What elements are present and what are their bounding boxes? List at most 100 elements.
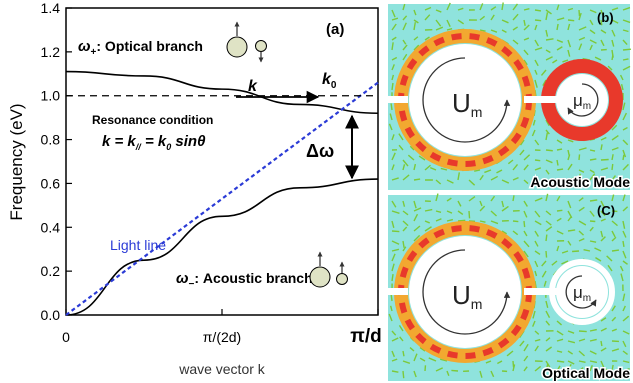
- field-arrow: [402, 159, 409, 167]
- field-arrow: [457, 200, 462, 207]
- field-arrow: [578, 36, 586, 41]
- field-arrow: [600, 179, 604, 187]
- field-arrow: [611, 230, 616, 238]
- field-arrow: [523, 37, 530, 41]
- field-arrow: [512, 163, 519, 171]
- field-arrow: [545, 337, 551, 342]
- field-arrow: [391, 248, 400, 252]
- field-arrow: [611, 134, 619, 141]
- field-arrow: [551, 260, 558, 266]
- field-arrow: [589, 149, 596, 152]
- field-arrow: [446, 197, 452, 202]
- field-arrow: [506, 350, 514, 357]
- field-arrow: [611, 124, 618, 131]
- field-arrow: [391, 220, 395, 228]
- field-arrow: [622, 6, 631, 11]
- field-arrow: [578, 169, 585, 173]
- small-sub-b: m: [583, 101, 591, 112]
- y-tick-label: 0.0: [41, 307, 61, 323]
- field-arrow: [424, 14, 431, 21]
- field-arrow: [523, 220, 526, 228]
- field-arrow: [519, 139, 525, 146]
- field-arrow: [391, 152, 396, 161]
- field-arrow: [622, 293, 626, 302]
- field-arrow: [578, 330, 587, 333]
- field-arrow: [534, 230, 539, 237]
- field-arrow: [622, 250, 627, 259]
- field-arrow: [402, 164, 406, 171]
- small-rotation-arrow-b: [567, 83, 599, 117]
- field-arrow: [545, 49, 551, 54]
- field-arrow: [622, 179, 626, 186]
- field-arrow: [512, 13, 519, 21]
- resonance-title: Resonance condition: [92, 113, 213, 127]
- field-arrow: [402, 350, 405, 357]
- field-arrow: [545, 226, 553, 232]
- field-arrow: [578, 237, 585, 242]
- field-arrow: [391, 17, 399, 21]
- field-arrow: [589, 365, 593, 372]
- field-arrow: [589, 9, 597, 14]
- field-arrow: [578, 338, 586, 342]
- field-arrow: [620, 273, 624, 282]
- x-axis-label: wave vector k: [178, 361, 266, 377]
- field-arrow: [468, 179, 476, 186]
- field-arrow: [479, 205, 486, 212]
- field-arrow: [402, 226, 408, 232]
- field-arrow: [531, 129, 536, 137]
- eq-part-a: k = k: [102, 133, 136, 150]
- big-sub-c: m: [471, 296, 483, 312]
- field-arrow: [512, 220, 519, 223]
- field-arrow: [556, 350, 563, 353]
- field-arrow: [622, 154, 625, 161]
- field-arrow: [589, 360, 598, 364]
- field-arrow: [556, 139, 563, 144]
- field-arrow: [545, 300, 549, 309]
- plot-frame: [65, 7, 379, 316]
- small-mu-c: μ: [573, 283, 583, 302]
- field-arrow: [556, 46, 563, 51]
- field-arrow: [545, 210, 552, 216]
- field-arrow: [534, 270, 538, 277]
- field-arrow: [542, 79, 547, 86]
- big-sub-b: m: [471, 104, 483, 120]
- field-arrow: [391, 350, 396, 358]
- field-arrow: [543, 280, 547, 287]
- field-arrow: [479, 29, 486, 32]
- field-arrow: [457, 210, 464, 215]
- field-arrow: [391, 230, 400, 233]
- field-arrow: [622, 260, 628, 265]
- field-arrow: [622, 29, 629, 33]
- field-arrow: [490, 210, 498, 217]
- field-arrow: [622, 220, 626, 229]
- y-axis-label: Frequency (eV): [7, 103, 26, 220]
- field-arrow: [523, 59, 528, 66]
- field-arrow: [501, 205, 509, 212]
- field-arrow: [534, 9, 542, 12]
- panel-b-label: (b): [597, 10, 614, 25]
- field-arrow: [600, 19, 603, 26]
- field-arrow: [556, 338, 564, 342]
- field-arrow: [523, 210, 528, 218]
- light-line: [65, 81, 379, 316]
- field-arrow: [578, 350, 585, 357]
- field-arrow: [622, 360, 630, 364]
- field-arrow: [479, 370, 483, 378]
- field-arrow: [556, 245, 560, 252]
- field-arrow: [490, 175, 499, 181]
- field-arrow: [545, 193, 549, 202]
- field-arrow: [600, 360, 605, 368]
- field-arrow: [611, 236, 617, 242]
- field-arrow: [622, 330, 630, 335]
- field-arrow: [391, 42, 394, 51]
- field-arrow: [398, 133, 404, 141]
- field-arrow: [622, 112, 628, 121]
- field-arrow: [479, 220, 486, 223]
- field-arrow: [413, 370, 417, 378]
- field-arrow: [457, 219, 466, 222]
- field-arrow: [611, 29, 616, 37]
- field-arrow: [534, 167, 542, 171]
- y-tick-label: 0.4: [41, 219, 61, 235]
- field-arrow: [611, 328, 617, 332]
